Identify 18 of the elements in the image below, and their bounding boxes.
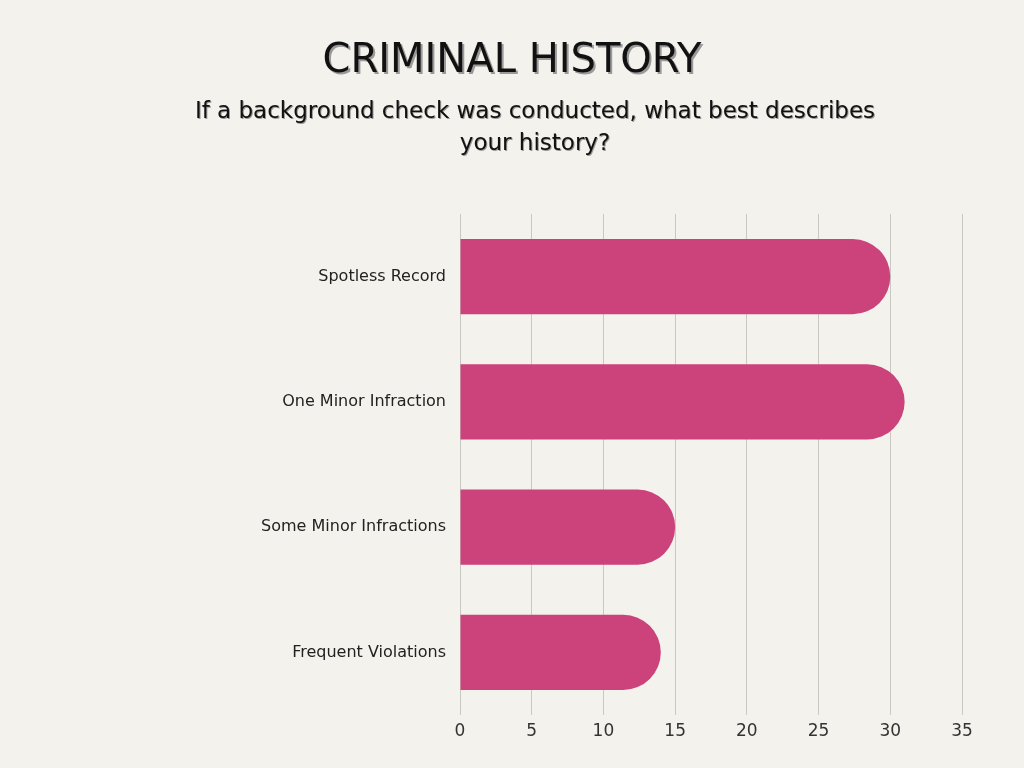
bar bbox=[460, 364, 905, 440]
x-tick-label: 20 bbox=[736, 719, 758, 740]
bar bbox=[460, 239, 891, 315]
y-tick-label: Frequent Violations bbox=[292, 641, 446, 661]
bar bbox=[460, 614, 661, 690]
bar bbox=[460, 489, 676, 565]
chart-title: CRIMINAL HISTORY bbox=[321, 34, 703, 83]
chart-subtitle: If a background check was conducted, what best describes your history? bbox=[193, 96, 877, 157]
y-tick-label: Spotless Record bbox=[318, 265, 446, 285]
y-tick-label: Some Minor Infractions bbox=[261, 516, 446, 536]
y-tick-label: One Minor Infraction bbox=[282, 391, 446, 411]
x-tick-label: 30 bbox=[879, 719, 902, 740]
x-tick-label: 10 bbox=[592, 719, 615, 740]
x-tick-label: 15 bbox=[664, 719, 686, 740]
x-tick-label: 0 bbox=[454, 719, 466, 740]
x-tick-label: 25 bbox=[807, 719, 830, 740]
x-tick-label: 5 bbox=[526, 719, 538, 740]
x-tick-label: 35 bbox=[951, 719, 973, 740]
